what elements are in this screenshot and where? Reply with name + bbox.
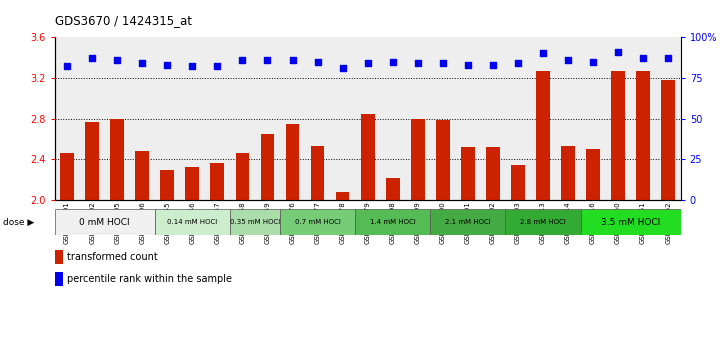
Bar xyxy=(230,209,280,235)
Bar xyxy=(155,209,230,235)
Point xyxy=(587,59,599,64)
Bar xyxy=(60,153,74,200)
Bar xyxy=(361,114,374,200)
Bar xyxy=(111,119,124,200)
Bar xyxy=(561,146,575,200)
Bar xyxy=(612,71,625,200)
Bar xyxy=(411,119,424,200)
Bar xyxy=(280,209,355,235)
Text: percentile rank within the sample: percentile rank within the sample xyxy=(67,274,232,284)
Text: 0 mM HOCl: 0 mM HOCl xyxy=(79,218,130,227)
Point xyxy=(362,61,373,66)
Bar xyxy=(85,122,99,200)
Text: 3.5 mM HOCl: 3.5 mM HOCl xyxy=(601,218,660,227)
Bar xyxy=(486,147,499,200)
Bar xyxy=(311,146,325,200)
Text: dose ▶: dose ▶ xyxy=(3,218,34,227)
Point xyxy=(87,56,98,61)
Point xyxy=(186,64,198,69)
Point xyxy=(412,61,424,66)
Bar xyxy=(160,171,174,200)
Point xyxy=(61,64,73,69)
Bar xyxy=(580,209,681,235)
Text: 0.7 mM HOCl: 0.7 mM HOCl xyxy=(295,219,341,225)
Bar xyxy=(55,272,63,286)
Bar xyxy=(55,250,63,264)
Point xyxy=(237,57,248,63)
Point xyxy=(136,61,148,66)
Point xyxy=(562,57,574,63)
Text: GDS3670 / 1424315_at: GDS3670 / 1424315_at xyxy=(55,14,191,27)
Bar xyxy=(505,209,580,235)
Bar xyxy=(436,120,450,200)
Point xyxy=(162,62,173,68)
Bar xyxy=(586,149,600,200)
Point xyxy=(637,56,649,61)
Point xyxy=(212,64,223,69)
Text: 0.14 mM HOCl: 0.14 mM HOCl xyxy=(167,219,218,225)
Bar xyxy=(536,71,550,200)
Bar xyxy=(261,134,274,200)
Bar xyxy=(135,151,149,200)
Bar xyxy=(236,153,249,200)
Point xyxy=(312,59,323,64)
Bar xyxy=(210,164,224,200)
Bar xyxy=(55,209,155,235)
Bar xyxy=(285,124,299,200)
Point xyxy=(487,62,499,68)
Point xyxy=(111,57,123,63)
Text: transformed count: transformed count xyxy=(67,252,157,262)
Text: 0.35 mM HOCl: 0.35 mM HOCl xyxy=(230,219,280,225)
Point xyxy=(261,57,273,63)
Bar xyxy=(386,178,400,200)
Point xyxy=(612,49,624,55)
Point xyxy=(287,57,298,63)
Bar xyxy=(430,209,505,235)
Text: 2.1 mM HOCl: 2.1 mM HOCl xyxy=(445,219,491,225)
Bar xyxy=(636,71,650,200)
Text: 1.4 mM HOCl: 1.4 mM HOCl xyxy=(370,219,416,225)
Point xyxy=(537,51,549,56)
Bar xyxy=(511,165,525,200)
Point xyxy=(512,61,523,66)
Bar xyxy=(186,167,199,200)
Text: 2.8 mM HOCl: 2.8 mM HOCl xyxy=(520,219,566,225)
Point xyxy=(462,62,474,68)
Point xyxy=(662,56,674,61)
Bar xyxy=(336,192,349,200)
Point xyxy=(387,59,398,64)
Bar xyxy=(355,209,430,235)
Bar xyxy=(461,147,475,200)
Point xyxy=(337,65,349,71)
Point xyxy=(437,61,448,66)
Bar xyxy=(661,80,675,200)
